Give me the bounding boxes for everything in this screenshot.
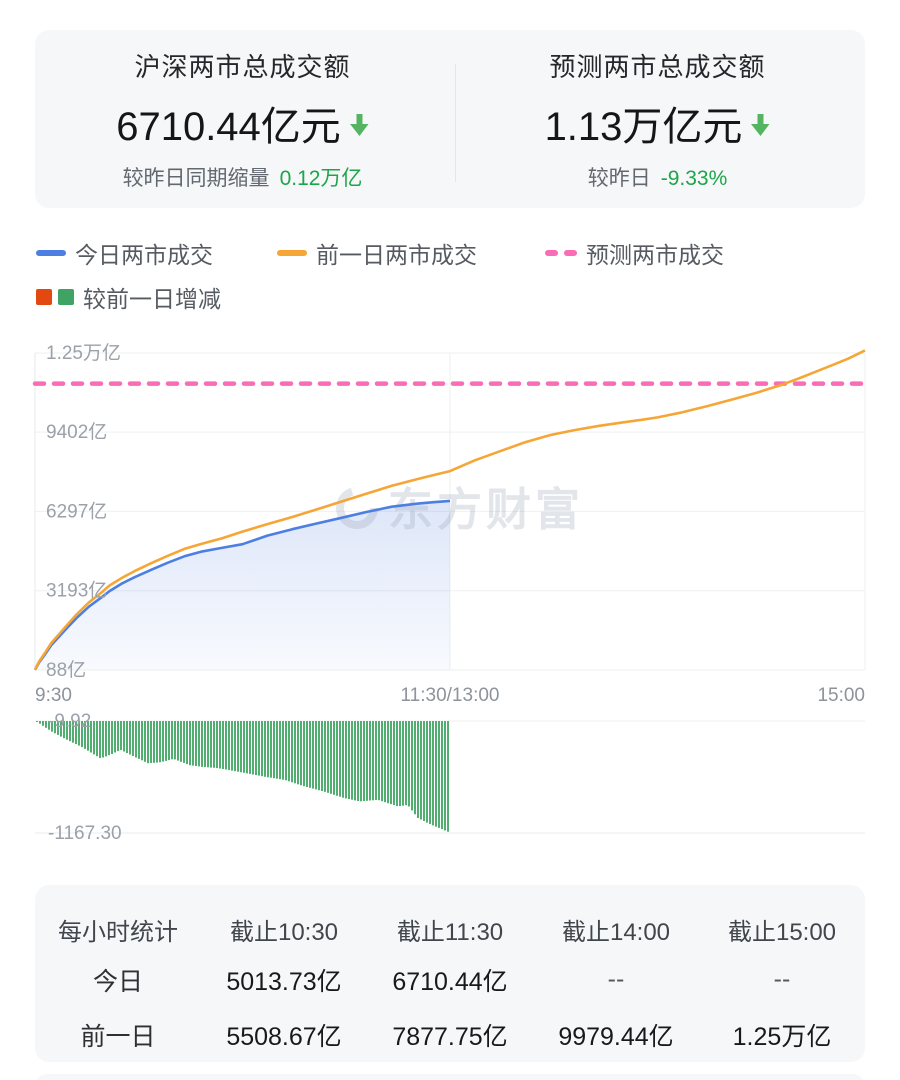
col-header: 截止10:30 — [229, 919, 339, 946]
summary-panel-total: 沪深两市总成交额 6710.44亿元 较昨日同期缩量 0.12万亿 — [35, 30, 450, 208]
total-turnover-title: 沪深两市总成交额 — [134, 51, 351, 82]
table-row-prev-day: 前一日 5508.67亿 7877.75亿 9979.44亿 1.25万亿 — [35, 1007, 865, 1062]
svg-text:东方财富: 东方财富 — [388, 484, 584, 535]
today-line — [33, 499, 451, 671]
summary-panel-forecast: 预测两市总成交额 1.13万亿元 较昨日 -9.33% — [450, 30, 865, 208]
svg-text:1.25万亿: 1.25万亿 — [46, 342, 121, 364]
col-header: 截止11:30 — [396, 919, 504, 946]
svg-text:11:30/13:00: 11:30/13:00 — [401, 685, 500, 706]
change-value: 0.12万亿 — [279, 166, 363, 190]
change-label: 较昨日 — [587, 166, 651, 190]
svg-text:88亿: 88亿 — [46, 659, 86, 681]
legend-label: 预测两市成交 — [586, 242, 724, 268]
cell: 5508.67亿 — [226, 1022, 342, 1051]
cell: -- — [773, 965, 791, 993]
legend-prev-day[interactable]: 前一日两市成交 — [277, 240, 477, 268]
cell: 1.25万亿 — [732, 1022, 832, 1051]
legend-label: 前一日两市成交 — [316, 242, 477, 268]
svg-text:9:30: 9:30 — [35, 685, 72, 706]
table-row-today: 今日 5013.73亿 6710.44亿 -- -- — [35, 952, 865, 1007]
svg-text:6297亿: 6297亿 — [46, 500, 107, 522]
y-axis-labels: 1.25万亿 9402亿 6297亿 3193亿 88亿 — [46, 342, 121, 681]
total-turnover-value-row: 6710.44亿元 — [116, 94, 369, 152]
cell: 6710.44亿 — [392, 967, 508, 996]
svg-text:15:00: 15:00 — [817, 685, 865, 706]
col-header: 每小时统计 — [58, 919, 178, 946]
cell: 5013.73亿 — [226, 967, 342, 996]
down-arrow-icon — [751, 113, 770, 136]
row-label: 前一日 — [80, 1022, 156, 1051]
hourly-stats-card: 每小时统计 截止10:30 截止11:30 截止14:00 截止15:00 今日… — [35, 885, 865, 1062]
today-line-swatch — [36, 250, 66, 256]
cell: 9979.44亿 — [558, 1022, 674, 1051]
cell: -- — [607, 965, 625, 993]
cell: 7877.75亿 — [392, 1022, 508, 1051]
total-turnover-value: 6710.44亿元 — [116, 104, 341, 149]
forecast-change-row: 较昨日 -9.33% — [588, 162, 728, 192]
table-header-row: 每小时统计 截止10:30 截止11:30 截止14:00 截止15:00 — [35, 907, 865, 952]
legend-label: 较前一日增减 — [83, 286, 221, 312]
prev-line-swatch — [277, 250, 307, 256]
forecast-turnover-value: 1.13万亿元 — [544, 104, 743, 149]
svg-text:-9.92: -9.92 — [48, 711, 91, 732]
col-header: 截止15:00 — [727, 919, 837, 946]
diff-red-swatch — [36, 289, 52, 305]
x-axis-labels: 9:30 11:30/13:00 15:00 — [35, 685, 865, 706]
prev-day-line — [33, 349, 866, 671]
legend-today[interactable]: 今日两市成交 — [36, 240, 213, 268]
svg-text:9402亿: 9402亿 — [46, 421, 107, 443]
turnover-chart[interactable]: 东方财富 1.25万亿 9402亿 6297亿 3193亿 88亿 9:30 11:30/… — [0, 330, 900, 860]
next-card-sliver — [35, 1074, 865, 1080]
forecast-turnover-value-row: 1.13万亿元 — [545, 94, 771, 152]
eastmoney-watermark: 东方财富 — [336, 484, 584, 535]
row-label: 今日 — [92, 967, 143, 996]
vertical-divider — [455, 64, 456, 182]
svg-text:-1167.30: -1167.30 — [48, 823, 122, 844]
legend-diff[interactable]: 较前一日增减 — [36, 284, 221, 312]
today-area-fill — [35, 500, 450, 670]
bar-axis-labels: -9.92 -1167.30 — [48, 711, 122, 844]
summary-card: 沪深两市总成交额 6710.44亿元 较昨日同期缩量 0.12万亿 预测两市总成… — [35, 30, 865, 208]
prediction-dashes-swatch — [545, 250, 577, 256]
change-label: 较昨日同期缩量 — [122, 166, 270, 190]
change-value: -9.33% — [660, 166, 728, 190]
diff-bars — [36, 721, 449, 832]
col-header: 截止14:00 — [561, 919, 671, 946]
legend-label: 今日两市成交 — [75, 242, 213, 268]
legend-prediction[interactable]: 预测两市成交 — [545, 240, 724, 268]
diff-green-swatch — [58, 289, 74, 305]
forecast-turnover-title: 预测两市总成交额 — [549, 51, 766, 82]
total-turnover-change-row: 较昨日同期缩量 0.12万亿 — [123, 162, 363, 192]
svg-text:3193亿: 3193亿 — [46, 580, 107, 602]
down-arrow-icon — [349, 113, 369, 136]
